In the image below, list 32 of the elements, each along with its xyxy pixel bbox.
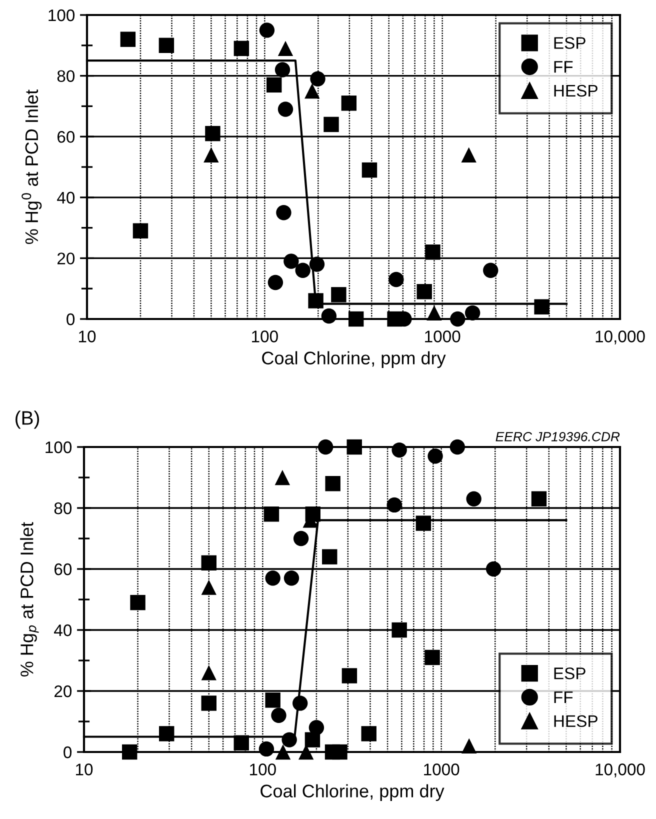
x-tick-label: 10,000: [596, 764, 645, 778]
x-tick-label: 10: [79, 330, 96, 342]
x-tick-label: 1000: [425, 330, 460, 342]
y-tick-label: 60: [54, 563, 72, 576]
legend-label: FF: [554, 61, 573, 73]
y-axis-title: % Hg$^{0}$ at PCD Inlet: [22, 90, 42, 244]
x-tick-label: 100: [252, 330, 278, 342]
y-tick-label: 60: [58, 131, 75, 143]
x-tick-label: 1000: [424, 764, 460, 776]
y-tick-label: 40: [54, 624, 72, 636]
y-tick-label: 40: [57, 192, 75, 204]
chart-title: (B): [16, 410, 40, 429]
y-tick-label: 80: [57, 70, 75, 82]
x-tick-label: 10: [76, 764, 93, 776]
y-tick-label: 0: [66, 313, 75, 326]
legend-label: HESP: [554, 84, 598, 97]
text: EERC JP19396.CDR: [496, 432, 620, 442]
x-tick-label: 10,000: [596, 330, 645, 344]
y-tick-label: 0: [64, 746, 72, 758]
y-tick-label: 20: [54, 685, 72, 698]
y-tick-label: 100: [48, 9, 75, 22]
legend-label: ESP: [554, 37, 586, 49]
legend-label: ESP: [554, 667, 586, 680]
y-tick-label: 100: [46, 441, 72, 454]
x-tick-label: 100: [250, 764, 276, 776]
legend-label: FF: [554, 692, 573, 704]
y-axis-title: % Hg$_{p}$ at PCD Inlet: [20, 522, 39, 676]
y-tick-label: 20: [57, 252, 75, 264]
legend-label: HESP: [554, 715, 598, 728]
x-axis-title: Coal Chlorine, ppm dry: [262, 351, 446, 368]
x-axis-title: Coal Chlorine, ppm dry: [260, 784, 444, 802]
y-tick-label: 80: [54, 502, 72, 514]
